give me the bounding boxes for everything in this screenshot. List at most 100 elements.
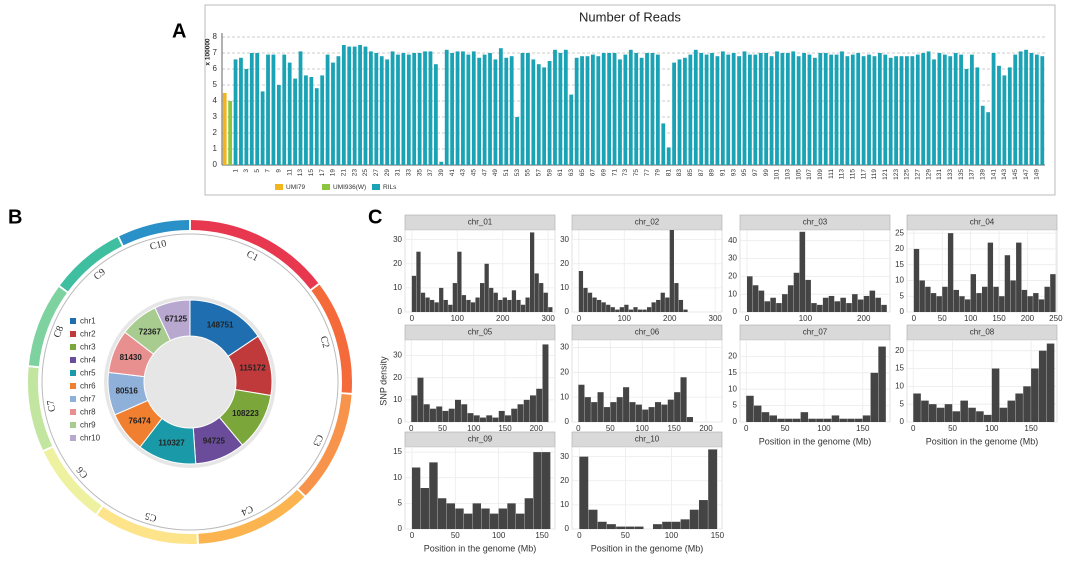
- bar: [624, 304, 629, 312]
- bar: [752, 285, 759, 312]
- bar: [498, 410, 505, 422]
- bar: [244, 69, 249, 165]
- bar: [753, 54, 758, 165]
- donut-segment: [154, 299, 191, 342]
- x-tick-label: 11: [286, 169, 293, 176]
- bar: [507, 299, 512, 312]
- bar: [840, 51, 844, 165]
- x-tick-label: 93: [730, 169, 737, 177]
- bar: [467, 413, 474, 422]
- y-tick-label: 10: [393, 473, 402, 482]
- bar: [944, 404, 953, 422]
- panel-title: chr_04: [970, 218, 995, 227]
- ring-segment: [43, 447, 102, 514]
- bar: [1038, 299, 1045, 312]
- bar: [585, 56, 590, 166]
- ring-segment: [198, 489, 305, 544]
- bar: [455, 399, 461, 422]
- bar: [455, 508, 464, 529]
- y-tick-label: 30: [560, 235, 569, 244]
- bar: [791, 51, 796, 165]
- y-axis-label: SNP density: [378, 356, 388, 406]
- bar: [660, 292, 665, 312]
- bar: [737, 56, 741, 166]
- bar: [678, 299, 684, 312]
- bar: [1004, 255, 1011, 312]
- legend-swatch: [70, 318, 76, 324]
- x-tick-label: 200: [699, 424, 713, 433]
- x-tick-label: 100: [451, 314, 465, 323]
- bar: [578, 384, 585, 422]
- x-tick-label: 103: [785, 169, 792, 180]
- x-tick-label: 141: [990, 169, 997, 180]
- x-tick-label: 100: [492, 531, 506, 540]
- bar: [669, 230, 674, 312]
- bar: [358, 45, 362, 165]
- bar: [369, 51, 373, 165]
- x-tick-label: 0: [577, 314, 582, 323]
- y-tick-label: 30: [560, 452, 569, 461]
- bar: [764, 301, 771, 312]
- bar: [390, 51, 395, 165]
- bar: [448, 304, 453, 312]
- x-tick-label: 0: [744, 424, 749, 433]
- bar: [580, 56, 584, 166]
- bar: [817, 304, 823, 312]
- y-tick-label: 15: [393, 447, 402, 456]
- x-tick-label: 147: [1023, 169, 1030, 180]
- bar: [239, 57, 243, 165]
- y-tick-label: 10: [560, 283, 569, 292]
- y-tick-label: 20: [393, 259, 402, 268]
- x-tick-label: 0: [410, 314, 415, 323]
- y-tick-label: 30: [393, 235, 402, 244]
- bar: [481, 508, 490, 529]
- bar: [448, 408, 455, 422]
- bar: [878, 346, 886, 422]
- bar: [748, 54, 752, 165]
- bar: [942, 286, 948, 312]
- bar: [881, 304, 887, 312]
- y-tick-label: 0: [565, 417, 570, 426]
- bar: [661, 404, 668, 422]
- x-tick-label: 97: [752, 169, 759, 177]
- x-tick-label: 150: [992, 314, 1006, 323]
- bar: [677, 59, 682, 165]
- bar: [411, 275, 417, 312]
- x-tick-label: 69: [600, 169, 607, 177]
- y-tick-label: 20: [895, 244, 904, 253]
- y-tick-label: 10: [560, 392, 569, 401]
- ring-label: C4: [239, 503, 254, 518]
- y-tick-label: 2: [213, 128, 218, 137]
- bar: [597, 299, 602, 312]
- bar: [662, 521, 672, 529]
- bar: [347, 46, 352, 165]
- bar: [542, 344, 549, 422]
- bar: [492, 417, 499, 422]
- x-tick-label: 47: [481, 169, 488, 177]
- x-tick-label: 31: [395, 169, 402, 177]
- bar: [651, 302, 656, 312]
- bar: [845, 56, 850, 166]
- legend-swatch: [70, 344, 76, 350]
- y-tick-label: 10: [393, 283, 402, 292]
- bar: [536, 64, 541, 165]
- bar: [623, 54, 628, 165]
- x-tick-label: 200: [857, 314, 871, 323]
- bar: [457, 251, 462, 312]
- x-tick-label: 21: [341, 169, 348, 177]
- bar: [869, 290, 876, 312]
- bar: [517, 404, 524, 422]
- bar: [839, 418, 847, 422]
- x-tick-label: 149: [1034, 169, 1041, 180]
- bar: [1023, 386, 1031, 422]
- bar: [857, 299, 864, 312]
- bar: [704, 54, 709, 165]
- bar: [964, 299, 971, 312]
- legend-label: chr2: [80, 330, 96, 339]
- bar: [411, 467, 421, 529]
- bar: [489, 513, 499, 529]
- x-tick-label: 100: [618, 314, 632, 323]
- bar: [430, 408, 436, 422]
- bar: [309, 77, 314, 165]
- bar: [547, 61, 552, 165]
